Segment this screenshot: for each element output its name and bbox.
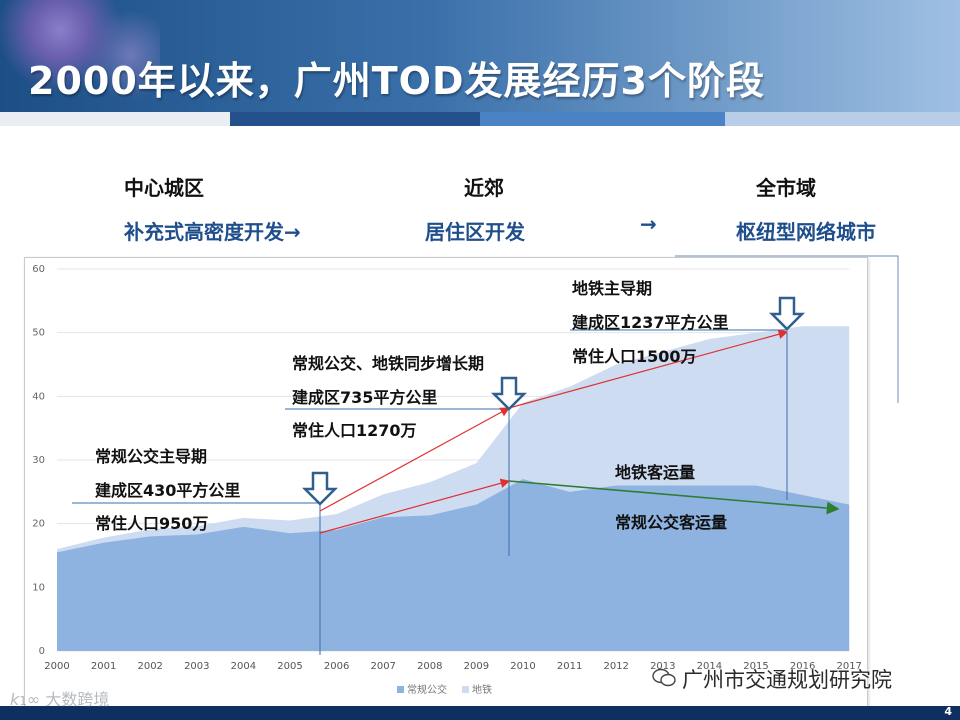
page-number: 4 — [944, 705, 952, 718]
stage-2-desc: 居住区开发 — [425, 220, 525, 244]
phase-2-population: 常住人口1270万 — [292, 421, 417, 440]
y-tick-label: 0 — [39, 646, 45, 657]
legend-swatch-bus — [397, 686, 404, 693]
down-arrow-icon — [301, 471, 339, 506]
phase-3-label: 地铁主导期 — [572, 279, 653, 298]
x-tick-label: 2008 — [417, 661, 442, 672]
phase-1-label: 常规公交主导期 — [95, 447, 208, 466]
x-tick-label: 2006 — [324, 661, 349, 672]
stage-2-name: 近郊 — [464, 176, 504, 200]
phase-2-area: 建成区735平方公里 — [292, 388, 438, 407]
area-series-bus — [57, 479, 850, 651]
trend-arrow-red-3 — [319, 478, 511, 534]
stage-arrow: → — [640, 212, 657, 236]
x-tick-label: 2010 — [510, 661, 535, 672]
y-axis-ticks: 0 10 20 30 40 50 60 — [32, 264, 45, 657]
slide-title: 2000年以来，广州TOD发展经历3个阶段 — [28, 59, 765, 103]
x-tick-label: 2003 — [184, 661, 209, 672]
x-tick-label: 2017 — [836, 661, 861, 672]
bus-volume-label: 常规公交客运量 — [615, 513, 728, 532]
y-tick-label: 40 — [32, 391, 45, 402]
wechat-icon — [652, 668, 676, 687]
watermark-left: k1∞ 大数跨境 — [10, 690, 110, 709]
x-tick-label: 2002 — [137, 661, 162, 672]
x-tick-label: 2007 — [370, 661, 395, 672]
metro-volume-label: 地铁客运量 — [615, 463, 696, 482]
y-tick-label: 50 — [32, 328, 45, 339]
phase-1-population: 常住人口950万 — [95, 514, 209, 533]
header-stripe-2 — [230, 112, 480, 126]
y-tick-label: 20 — [32, 519, 45, 530]
header-stripe-3 — [480, 112, 725, 126]
stage-1-desc: 补充式高密度开发→ — [124, 220, 301, 244]
x-tick-label: 2005 — [277, 661, 302, 672]
x-tick-label: 2013 — [650, 661, 675, 672]
trend-arrow-green — [508, 480, 840, 515]
chart-legend: 常规公交 地铁 — [397, 683, 492, 696]
header-flower-image — [0, 0, 160, 112]
down-arrow-icon — [490, 376, 528, 411]
stage-3-bracket — [675, 255, 899, 403]
x-axis-ticks: 2000 2001 2002 2003 2004 2005 2006 2007 2008 2009… — [44, 661, 862, 672]
trend-arrows — [319, 329, 840, 534]
stage-1-name: 中心城区 — [124, 176, 204, 200]
header-stripe-4 — [725, 112, 960, 126]
x-tick-label: 2011 — [557, 661, 582, 672]
x-tick-label: 2015 — [743, 661, 768, 672]
x-tick-label: 2004 — [231, 661, 256, 672]
header-stripe-1 — [0, 112, 230, 126]
stage-3-desc: 枢纽型网络城市 — [736, 220, 876, 244]
x-tick-label: 2000 — [44, 661, 69, 672]
trend-arrow-red-2 — [508, 329, 789, 409]
phase-3-population: 常住人口1500万 — [572, 347, 697, 366]
y-tick-label: 60 — [32, 264, 45, 275]
x-tick-label: 2012 — [603, 661, 628, 672]
legend-swatch-metro — [462, 686, 469, 693]
x-tick-label: 2009 — [464, 661, 489, 672]
legend-label-bus: 常规公交 — [407, 683, 447, 696]
stage-3-name: 全市域 — [756, 176, 816, 200]
trend-arrow-red-1 — [319, 407, 511, 512]
x-tick-label: 2001 — [91, 661, 116, 672]
y-tick-label: 10 — [32, 582, 45, 593]
y-tick-label: 30 — [32, 455, 45, 466]
down-arrow-icon — [768, 296, 806, 331]
slide-header — [0, 0, 960, 112]
watermark-right: 广州市交通规划研究院 — [682, 668, 892, 692]
x-tick-label: 2016 — [790, 661, 815, 672]
slide-footer-bar — [0, 706, 960, 720]
legend-label-metro: 地铁 — [472, 683, 492, 696]
phase-marker-arrows — [301, 296, 806, 506]
phase-1-area: 建成区430平方公里 — [95, 481, 241, 500]
x-tick-label: 2014 — [697, 661, 722, 672]
phase-2-label: 常规公交、地铁同步增长期 — [292, 354, 485, 373]
phase-3-area: 建成区1237平方公里 — [572, 313, 729, 332]
